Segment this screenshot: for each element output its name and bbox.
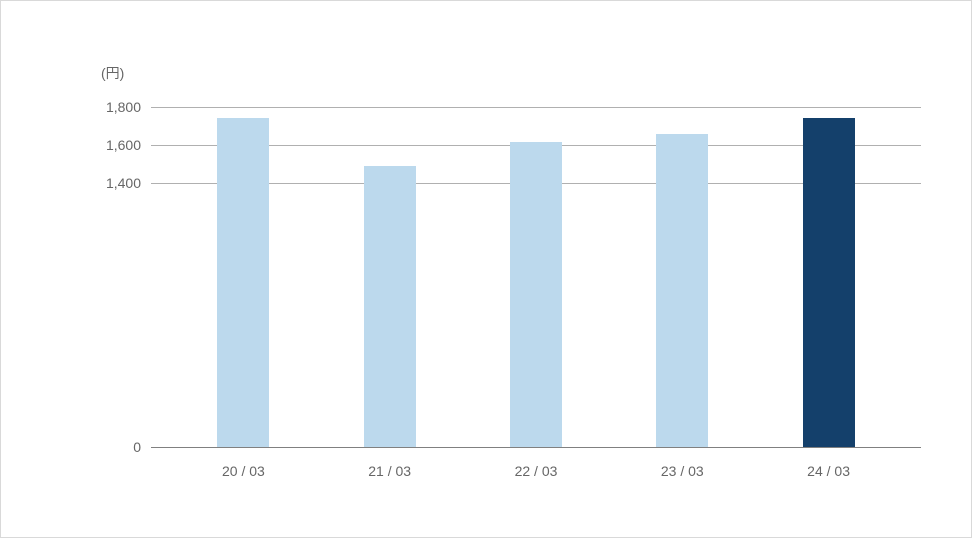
y-axis-unit-label: (円) — [101, 63, 124, 83]
chart-plot-area: 01,4001,6001,80020 / 0321 / 0322 / 0323 … — [151, 107, 921, 447]
x-tick-label: 21 / 03 — [368, 463, 411, 479]
bar — [510, 142, 562, 447]
y-tick-label: 0 — [91, 439, 141, 455]
bar — [217, 118, 269, 447]
x-tick-label: 20 / 03 — [222, 463, 265, 479]
x-tick-label: 23 / 03 — [661, 463, 704, 479]
y-tick-label: 1,600 — [91, 137, 141, 153]
x-tick-label: 22 / 03 — [515, 463, 558, 479]
chart-frame: (円) 01,4001,6001,80020 / 0321 / 0322 / 0… — [0, 0, 972, 538]
y-tick-label: 1,400 — [91, 175, 141, 191]
x-axis-baseline — [151, 447, 921, 448]
bar — [803, 118, 855, 447]
bar — [656, 134, 708, 447]
gridline — [151, 107, 921, 108]
y-tick-label: 1,800 — [91, 99, 141, 115]
x-tick-label: 24 / 03 — [807, 463, 850, 479]
bar — [364, 166, 416, 447]
